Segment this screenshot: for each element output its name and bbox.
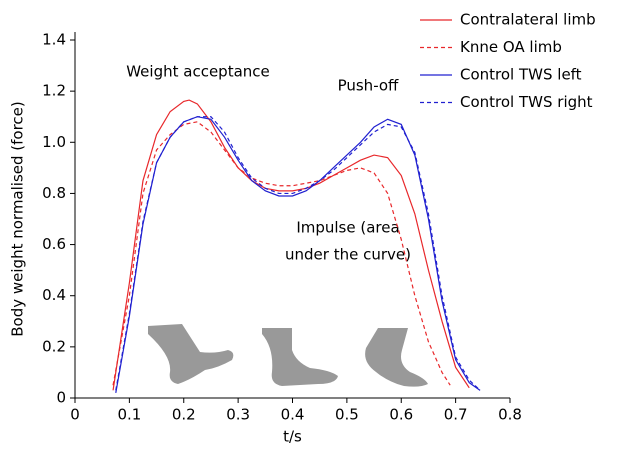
series-line: [112, 99, 470, 391]
y-tick-label: 1.0: [42, 133, 66, 151]
y-tick-label: 0.8: [42, 184, 66, 202]
y-tick-label: 1.2: [42, 82, 66, 100]
x-tick-label: 0.4: [281, 406, 305, 424]
annotation: Push-off: [338, 77, 399, 95]
x-tick-label: 0.1: [117, 406, 141, 424]
x-tick-label: 0.5: [335, 406, 359, 424]
x-tick-label: 0.2: [172, 406, 196, 424]
annotation: Impulse (area: [296, 219, 399, 237]
legend-label: Knne OA limb: [460, 38, 562, 56]
annotation: under the curve): [285, 246, 411, 264]
legend-label: Contralateral limb: [460, 11, 596, 29]
x-tick-label: 0: [70, 406, 80, 424]
x-tick-label: 0.3: [226, 406, 250, 424]
series-line: [115, 116, 481, 393]
y-tick-label: 0.6: [42, 235, 66, 253]
x-axis-label: t/s: [283, 428, 302, 446]
x-tick-label: 0.6: [389, 406, 413, 424]
foot-icon: [148, 324, 234, 384]
y-tick-label: 0.4: [42, 286, 66, 304]
foot-icon: [365, 328, 428, 387]
foot-icons: [148, 324, 428, 387]
y-tick-label: 0.2: [42, 337, 66, 355]
series-line: [115, 116, 481, 391]
y-tick-label: 1.4: [42, 31, 66, 49]
legend-label: Control TWS right: [460, 93, 593, 111]
series-line: [112, 121, 451, 386]
x-tick-label: 0.7: [444, 406, 468, 424]
foot-icon: [262, 328, 338, 386]
annotation: Weight acceptance: [126, 63, 270, 81]
y-axis-label: Body weight normalised (force): [9, 101, 27, 337]
legend-label: Control TWS left: [460, 66, 582, 84]
x-tick-label: 0.8: [498, 406, 522, 424]
y-tick-label: 0: [56, 389, 66, 407]
